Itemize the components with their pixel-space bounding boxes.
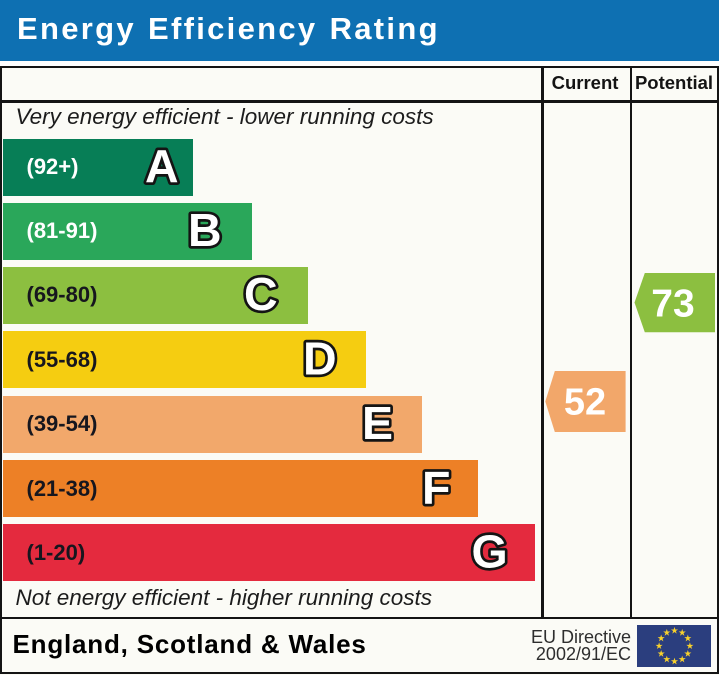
- svg-text:52: 52: [564, 382, 606, 424]
- svg-text:B: B: [188, 204, 222, 256]
- svg-text:C: C: [244, 268, 278, 320]
- svg-text:E: E: [362, 397, 393, 449]
- svg-text:D: D: [303, 333, 337, 385]
- svg-text:F: F: [422, 462, 450, 514]
- svg-text:G: G: [472, 526, 508, 578]
- svg-text:A: A: [145, 140, 179, 192]
- svg-text:73: 73: [651, 283, 694, 326]
